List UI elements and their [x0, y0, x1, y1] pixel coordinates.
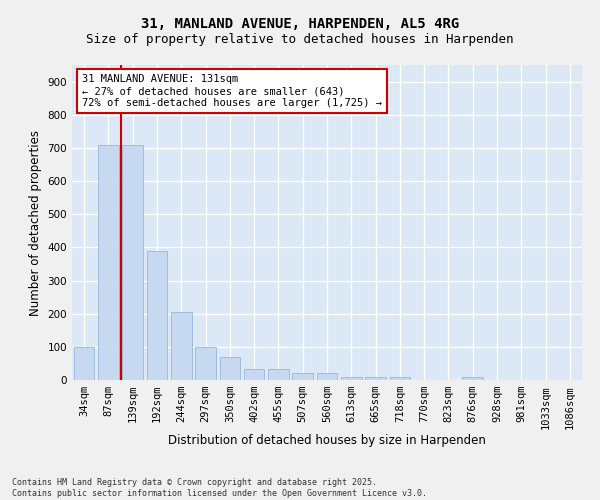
Y-axis label: Number of detached properties: Number of detached properties	[29, 130, 42, 316]
Text: 31, MANLAND AVENUE, HARPENDEN, AL5 4RG: 31, MANLAND AVENUE, HARPENDEN, AL5 4RG	[141, 18, 459, 32]
Bar	[74, 347, 94, 380]
Bar	[389, 376, 410, 380]
Bar	[98, 144, 119, 380]
Text: Size of property relative to detached houses in Harpenden: Size of property relative to detached ho…	[86, 32, 514, 46]
Bar	[317, 374, 337, 380]
Text: Contains HM Land Registry data © Crown copyright and database right 2025.
Contai: Contains HM Land Registry data © Crown c…	[12, 478, 427, 498]
Bar	[365, 376, 386, 380]
Text: 31 MANLAND AVENUE: 131sqm
← 27% of detached houses are smaller (643)
72% of semi: 31 MANLAND AVENUE: 131sqm ← 27% of detac…	[82, 74, 382, 108]
Bar	[195, 347, 216, 380]
Bar	[146, 250, 167, 380]
Bar	[292, 374, 313, 380]
Bar	[341, 376, 362, 380]
Bar	[244, 369, 265, 380]
X-axis label: Distribution of detached houses by size in Harpenden: Distribution of detached houses by size …	[168, 434, 486, 447]
Bar	[122, 144, 143, 380]
Bar	[268, 369, 289, 380]
Bar	[171, 312, 191, 380]
Bar	[463, 376, 483, 380]
Bar	[220, 357, 240, 380]
